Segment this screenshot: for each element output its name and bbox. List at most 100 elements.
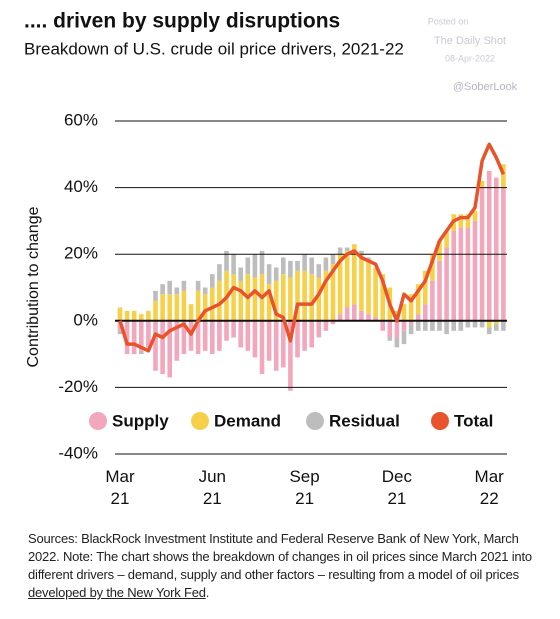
bar-segment: [273, 280, 279, 321]
watermark: The Daily Shot: [434, 35, 506, 47]
bar-segment: [344, 247, 350, 251]
bar-segment: [465, 214, 471, 228]
bar-segment: [124, 310, 130, 321]
bar-segment: [437, 240, 442, 261]
bar-segment: [394, 320, 400, 338]
chart: .... driven by supply disruptions Breakd…: [24, 10, 518, 509]
x-tick-label: Jun 21: [199, 467, 226, 508]
bar-segment: [465, 320, 471, 328]
bar-segment: [131, 320, 137, 355]
bar-segment: [117, 330, 123, 335]
bar-segment: [330, 320, 336, 325]
bar-segment: [337, 314, 343, 321]
bar-segment: [465, 227, 471, 321]
bar-segment: [167, 280, 172, 295]
bar-segment: [195, 290, 201, 321]
bar-segment: [188, 304, 194, 321]
total-line: [118, 142, 506, 353]
bar-segment: [231, 274, 236, 321]
bar-segment: [153, 300, 158, 321]
bar-segment: [238, 267, 243, 281]
grid: [115, 120, 507, 455]
bar-segment: [302, 254, 307, 271]
x-tick-label: Mar 21: [105, 467, 135, 508]
bar-segment: [373, 267, 378, 318]
x-tick-label: Sep 21: [289, 467, 319, 508]
bar-segment: [486, 170, 492, 321]
bar-segment: [195, 280, 201, 291]
bar-segment: [302, 270, 307, 321]
bar-segment: [288, 260, 293, 278]
bar-segment: [337, 247, 343, 255]
bar-segment: [479, 320, 485, 328]
legend-marker: [431, 412, 449, 430]
bar-segment: [344, 250, 350, 308]
bar-segment: [415, 320, 421, 331]
bar-segment: [146, 320, 151, 348]
bar-segment: [117, 307, 123, 321]
bar-segment: [139, 314, 144, 321]
bar-segment: [273, 267, 279, 281]
bar-segment: [494, 320, 499, 325]
bar-segment: [316, 320, 322, 338]
bar-segment: [181, 320, 187, 355]
bar-segment: [423, 304, 428, 321]
bar-segment: [217, 320, 222, 351]
bar-segment: [494, 324, 499, 331]
bar-segment: [210, 274, 215, 288]
bars: [117, 164, 506, 391]
bar-segment: [458, 227, 464, 321]
bar-segment: [401, 330, 407, 345]
bar-segment: [295, 260, 300, 271]
y-axis-label: Contribution to change: [25, 206, 42, 367]
bar-segment: [394, 337, 400, 348]
bar-segment: [273, 320, 279, 371]
bar-segment: [380, 320, 385, 331]
bar-segment: [174, 320, 180, 361]
bar-segment: [266, 320, 272, 361]
bar-segment: [217, 280, 222, 321]
y-tick-label: 60%: [64, 110, 98, 129]
source-text: .: [205, 585, 210, 600]
bar-segment: [224, 320, 229, 341]
source-link: developed by the New York Fed: [28, 585, 206, 600]
bar-segment: [245, 320, 251, 351]
bar-segment: [231, 254, 236, 275]
bar-segment: [387, 320, 393, 338]
bar-segment: [444, 247, 449, 321]
source-note: Sources: BlackRock Investment Institute …: [28, 530, 538, 602]
bar-segment: [366, 314, 371, 321]
bar-segment: [401, 320, 407, 331]
y-tick-label: -20%: [58, 377, 98, 396]
bar-segment: [181, 290, 187, 321]
bar-segment: [252, 320, 258, 358]
bar-segment: [352, 304, 357, 321]
bar-segment: [486, 327, 492, 335]
watermark: @SoberLook: [453, 81, 518, 93]
bar-segment: [337, 254, 343, 315]
bar-segment: [195, 320, 201, 355]
bar-segment: [295, 270, 300, 321]
bar-segment: [266, 284, 272, 321]
bar-segment: [430, 320, 435, 331]
bar-segment: [288, 277, 293, 321]
x-tick-label: Mar 22: [475, 467, 505, 508]
bar-segment: [359, 310, 364, 321]
bar-segment: [252, 277, 258, 321]
bar-segment: [415, 284, 421, 315]
bar-segment: [174, 287, 180, 295]
bar-segment: [160, 294, 165, 321]
bar-segment: [344, 307, 350, 321]
bar-segment: [139, 350, 144, 355]
bar-segment: [366, 260, 371, 315]
bar-segment: [472, 210, 478, 221]
watermark: 08-Apr-2022: [445, 53, 495, 63]
legend-marker: [306, 412, 324, 430]
bar-segment: [430, 280, 435, 321]
bar-segment: [444, 230, 449, 248]
y-tick-label: 0%: [73, 310, 98, 329]
bar-segment: [245, 257, 251, 275]
bar-segment: [458, 320, 464, 331]
bar-segment: [323, 320, 329, 331]
bar-segment: [181, 280, 187, 291]
